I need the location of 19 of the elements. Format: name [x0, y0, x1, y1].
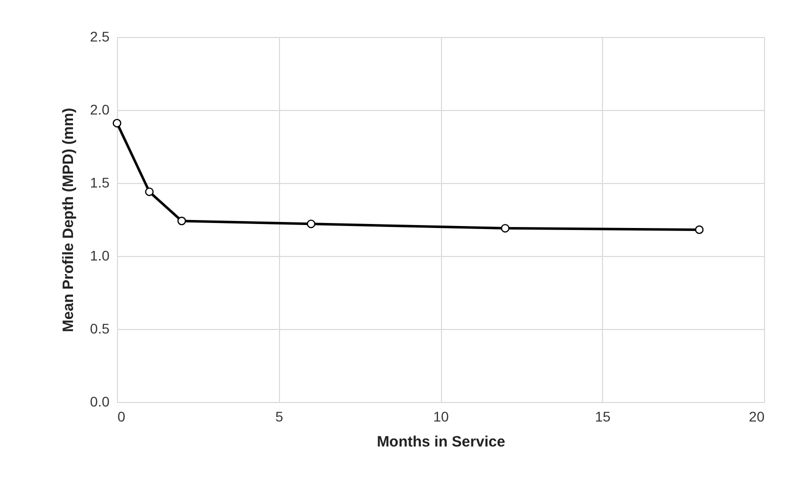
x-tick-label: 15 — [594, 408, 611, 424]
y-tick-label: 0.5 — [90, 320, 110, 336]
point — [112, 118, 122, 128]
point — [145, 187, 154, 196]
y-tick-label: 0.0 — [90, 394, 110, 410]
point — [500, 224, 510, 233]
point — [177, 216, 186, 226]
y-tick-label: 1.5 — [90, 174, 110, 190]
y-tick-label: 2.5 — [90, 28, 110, 44]
x-tick-label: 5 — [275, 408, 284, 424]
point — [694, 225, 704, 234]
x-axis-title: Months in Service — [376, 434, 506, 450]
y-tick-label: 1.0 — [90, 248, 110, 264]
point — [306, 220, 316, 228]
y-axis-title: Mean Profile Depth (MPD) (mm) — [60, 108, 78, 332]
y-tick-label: 2.0 — [90, 102, 110, 118]
x-tick-label: 0 — [118, 408, 126, 424]
x-tick-label: 20 — [748, 408, 765, 424]
x-tick-label: 10 — [433, 408, 449, 424]
